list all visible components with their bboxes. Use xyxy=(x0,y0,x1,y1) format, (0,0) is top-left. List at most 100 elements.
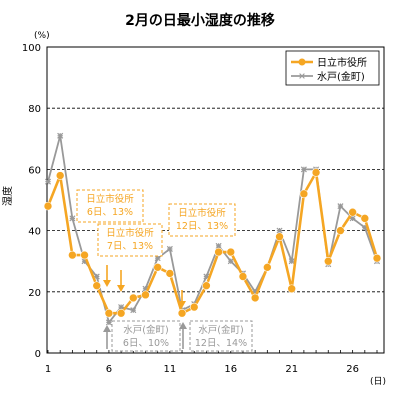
data-point xyxy=(227,258,234,265)
data-point xyxy=(130,307,137,314)
data-point xyxy=(202,281,211,290)
data-point xyxy=(372,253,382,263)
data-point xyxy=(118,304,125,311)
annotation-callout: 日立市役所 12日、13% xyxy=(168,203,236,308)
callout-box xyxy=(168,203,236,237)
legend-swatch-marker xyxy=(299,73,305,79)
marker-stroke xyxy=(215,242,222,249)
callout-arrowhead xyxy=(103,280,111,287)
data-point xyxy=(311,168,321,177)
y-tick-label: 80 xyxy=(28,104,41,115)
data-point xyxy=(104,308,114,318)
data-point xyxy=(349,215,356,222)
callout-text: 日立市役所 xyxy=(106,227,154,239)
marker-stroke xyxy=(118,304,125,311)
series-line xyxy=(46,171,379,315)
data-point xyxy=(238,272,248,281)
data-point xyxy=(323,256,333,266)
marker-stroke xyxy=(154,255,161,262)
data-point xyxy=(92,281,102,290)
callout-text: 日立市役所 xyxy=(178,207,226,219)
callout-arrowhead xyxy=(103,325,111,332)
marker-stroke xyxy=(130,307,137,314)
y-axis-ticks: 0 20 40 60 80 100 xyxy=(22,43,41,360)
data-point xyxy=(43,201,53,211)
annotation-callout: 日立市役所 6日、13% xyxy=(76,189,144,287)
callout-arrowhead xyxy=(117,285,125,292)
data-point xyxy=(55,171,65,180)
data-point xyxy=(68,250,77,260)
callout-box xyxy=(97,223,163,257)
x-tick-label: 16 xyxy=(224,364,237,375)
annotations: 日立市役所 6日、13% 日立市役所 7日、13% 日立市役所 12日、13% 水戸(金町)… xyxy=(76,189,253,352)
marker-stroke xyxy=(337,203,344,210)
x-axis-ticks: 1 6 11 16 21 26 xyxy=(45,350,378,375)
data-point xyxy=(336,226,345,235)
data-point xyxy=(360,214,370,223)
callout-box xyxy=(111,320,181,352)
y-tick-label: 0 xyxy=(35,349,41,360)
marker-stroke xyxy=(44,178,52,185)
callout-text: 日立市役所 xyxy=(86,193,134,205)
annotation-callout: 水戸(金町) 12日、14% xyxy=(179,320,253,352)
legend-label: 日立市役所 xyxy=(317,56,367,69)
series-hitachi xyxy=(43,168,382,318)
series-layer xyxy=(43,132,382,326)
callout-box xyxy=(76,189,144,223)
data-point xyxy=(142,285,149,292)
data-point xyxy=(337,203,344,210)
y-axis-title: 湿度 xyxy=(1,186,14,206)
x-tick-label: 26 xyxy=(346,364,359,375)
data-point xyxy=(348,207,357,217)
x-unit-label: (日) xyxy=(370,376,386,387)
y-tick-label: 40 xyxy=(28,227,41,238)
data-point xyxy=(69,215,76,222)
legend-label: 水戸(金町) xyxy=(317,70,365,83)
callout-text: 12日、14% xyxy=(195,338,247,349)
data-point xyxy=(215,242,222,249)
data-point xyxy=(166,245,173,252)
data-point xyxy=(226,247,236,257)
data-point xyxy=(263,263,272,272)
marker-stroke xyxy=(69,215,76,222)
x-tick-label: 21 xyxy=(285,364,298,375)
y-axis-label: 湿度 xyxy=(1,186,14,206)
data-point xyxy=(116,308,126,318)
data-point xyxy=(189,302,199,312)
data-point xyxy=(214,247,223,257)
x-tick-label: 6 xyxy=(106,364,112,375)
data-point xyxy=(300,166,307,173)
marker-stroke xyxy=(227,258,234,265)
marker-stroke xyxy=(142,285,149,292)
data-point xyxy=(288,258,295,265)
marker-stroke xyxy=(166,245,173,252)
marker-stroke xyxy=(276,227,283,234)
callout-text: 12日、13% xyxy=(176,221,228,232)
chart-title: 2月の日最小湿度の推移 xyxy=(125,12,275,29)
annotation-callout: 水戸(金町) 6日、10% xyxy=(103,320,181,352)
callout-box xyxy=(189,320,253,352)
legend-box xyxy=(285,50,380,86)
data-point xyxy=(299,189,309,199)
marker-stroke xyxy=(105,319,112,326)
legend-swatch-marker xyxy=(298,58,306,66)
data-point xyxy=(165,269,175,278)
data-point xyxy=(287,284,297,294)
callout-text: 水戸(金町) xyxy=(198,324,243,336)
marker-stroke xyxy=(203,273,210,280)
data-point xyxy=(177,308,187,318)
legend-item: 水戸(金町) xyxy=(291,70,365,83)
callout-arrowhead xyxy=(178,301,186,308)
data-point xyxy=(250,293,260,303)
y-unit-label: (%) xyxy=(34,31,50,41)
legend-item: 日立市役所 xyxy=(291,56,367,69)
data-point xyxy=(44,178,52,185)
plot-area xyxy=(46,46,385,354)
y-tick-label: 20 xyxy=(28,288,41,299)
callout-text: 7日、13% xyxy=(107,241,153,252)
data-point xyxy=(80,250,89,260)
data-point xyxy=(128,293,138,303)
data-point xyxy=(105,319,112,326)
